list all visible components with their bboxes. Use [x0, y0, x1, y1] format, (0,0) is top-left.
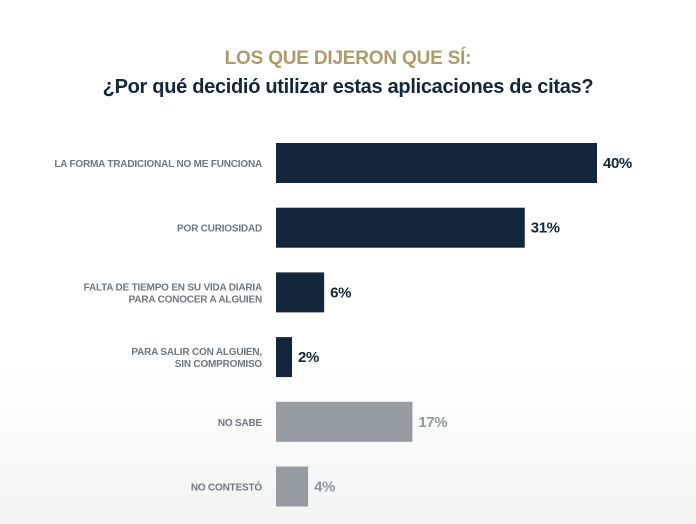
- category-label: NO CONTESTÓ: [191, 481, 263, 494]
- bar: [276, 401, 413, 442]
- bar: [276, 466, 309, 507]
- value-label: 40%: [603, 155, 632, 172]
- value-label: 4%: [314, 479, 335, 496]
- bar: [276, 143, 597, 183]
- category-label: POR CURIOSIDAD: [177, 224, 262, 235]
- category-label: FALTA DE TIEMPO EN SU VIDA DIARIA: [84, 282, 262, 293]
- value-label: 6%: [330, 284, 351, 301]
- category-label: NO SABE: [218, 418, 263, 429]
- bar: [276, 272, 325, 313]
- category-label: LA FORMA TRADICIONAL NO ME FUNCIONA: [54, 159, 262, 170]
- bar: [276, 207, 525, 248]
- chart-subtitle: ¿Por qué decidió utilizar estas aplicaci…: [102, 76, 594, 98]
- chart-title: LOS QUE DIJERON QUE SÍ:: [224, 48, 472, 69]
- bar: [276, 337, 293, 378]
- value-label: 31%: [531, 220, 560, 237]
- value-label: 17%: [418, 414, 447, 431]
- category-label: PARA CONOCER A ALGUIEN: [129, 294, 262, 305]
- category-label: SIN COMPROMISO: [175, 359, 263, 370]
- category-label: PARA SALIR CON ALGUIEN,: [131, 347, 262, 358]
- value-label: 2%: [298, 349, 319, 366]
